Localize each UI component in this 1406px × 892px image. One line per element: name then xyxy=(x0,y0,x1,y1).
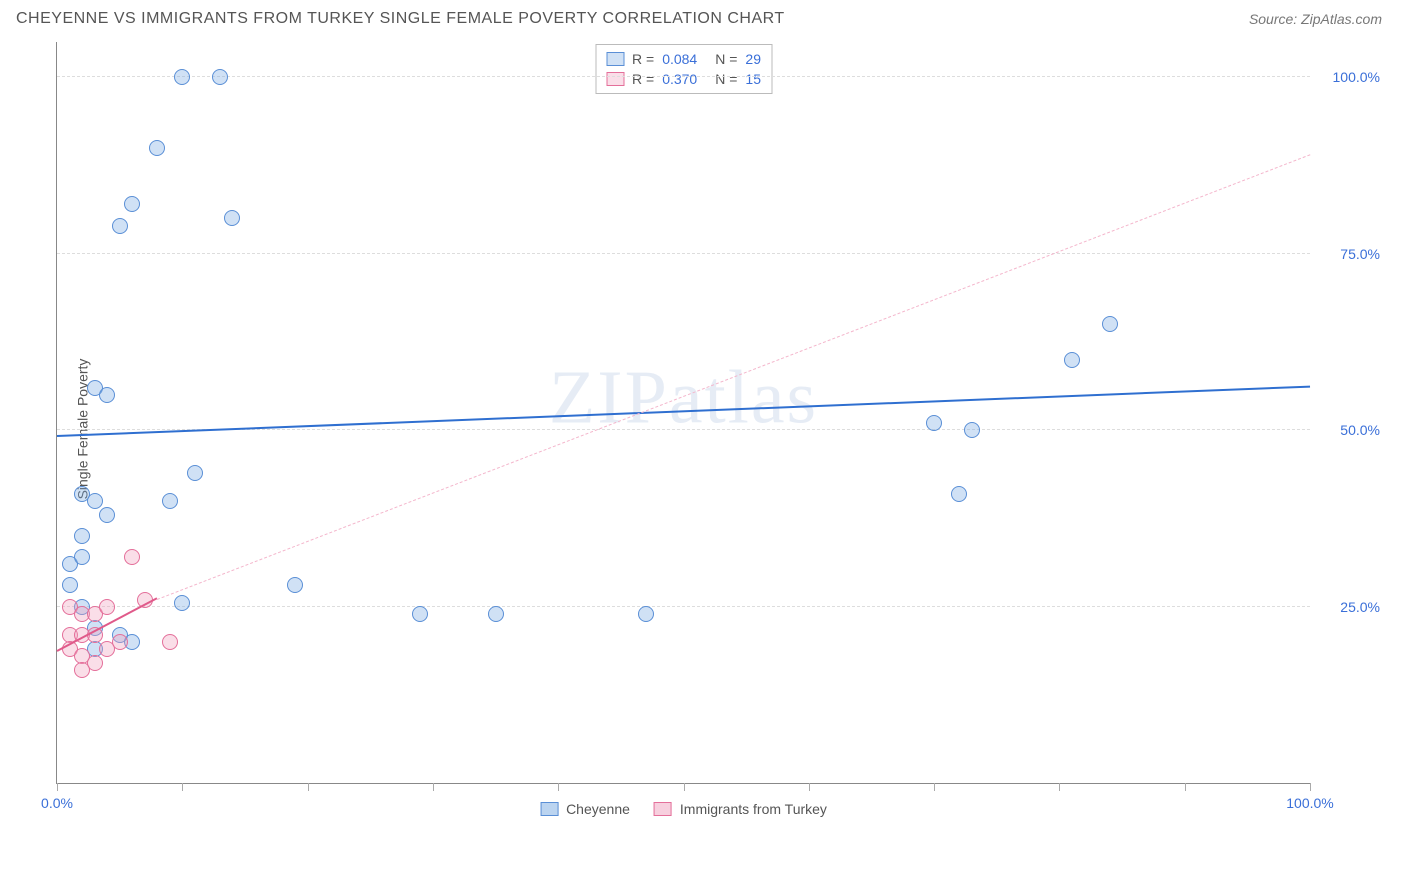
legend-swatch xyxy=(606,72,624,86)
x-tick xyxy=(1185,783,1186,791)
data-point xyxy=(162,493,178,509)
legend-n-value: 15 xyxy=(745,71,761,87)
gridline xyxy=(57,76,1310,77)
data-point xyxy=(1064,352,1080,368)
data-point xyxy=(174,595,190,611)
data-point xyxy=(87,493,103,509)
y-tick-label: 25.0% xyxy=(1340,599,1380,615)
x-tick xyxy=(308,783,309,791)
legend-r-label: R = xyxy=(632,51,654,67)
x-tick xyxy=(57,783,58,791)
legend-label: Immigrants from Turkey xyxy=(680,801,827,817)
data-point xyxy=(1102,316,1118,332)
data-point xyxy=(74,549,90,565)
legend-item: Immigrants from Turkey xyxy=(654,801,827,817)
data-point xyxy=(187,465,203,481)
legend-r-value: 0.370 xyxy=(662,71,697,87)
x-tick xyxy=(558,783,559,791)
x-tick xyxy=(182,783,183,791)
x-tick-label: 100.0% xyxy=(1286,795,1333,811)
legend-r-label: R = xyxy=(632,71,654,87)
data-point xyxy=(62,577,78,593)
trend-line xyxy=(157,154,1310,600)
x-tick xyxy=(1059,783,1060,791)
data-point xyxy=(124,196,140,212)
data-point xyxy=(99,599,115,615)
data-point xyxy=(212,69,228,85)
gridline xyxy=(57,606,1310,607)
data-point xyxy=(638,606,654,622)
legend-series: Cheyenne Immigrants from Turkey xyxy=(540,801,827,817)
data-point xyxy=(951,486,967,502)
data-point xyxy=(224,210,240,226)
x-tick xyxy=(934,783,935,791)
legend-n-value: 29 xyxy=(745,51,761,67)
legend-item: Cheyenne xyxy=(540,801,630,817)
chart-area: Single Female Poverty ZIPatlas R = 0.084… xyxy=(48,34,1390,824)
data-point xyxy=(112,634,128,650)
legend-swatch xyxy=(606,52,624,66)
legend-n-label: N = xyxy=(715,71,737,87)
data-point xyxy=(99,507,115,523)
source-label: Source: ZipAtlas.com xyxy=(1249,11,1382,27)
data-point xyxy=(174,69,190,85)
chart-title: CHEYENNE VS IMMIGRANTS FROM TURKEY SINGL… xyxy=(16,10,785,28)
data-point xyxy=(112,218,128,234)
legend-stats: R = 0.084 N = 29 R = 0.370 N = 15 xyxy=(595,44,772,94)
legend-n-label: N = xyxy=(715,51,737,67)
x-tick xyxy=(1310,783,1311,791)
data-point xyxy=(412,606,428,622)
data-point xyxy=(964,422,980,438)
x-tick xyxy=(809,783,810,791)
legend-stat-row: R = 0.084 N = 29 xyxy=(604,49,763,69)
data-point xyxy=(74,528,90,544)
data-point xyxy=(926,415,942,431)
data-point xyxy=(74,662,90,678)
y-tick-label: 75.0% xyxy=(1340,246,1380,262)
x-tick-label: 0.0% xyxy=(41,795,73,811)
y-tick-label: 100.0% xyxy=(1333,69,1380,85)
data-point xyxy=(149,140,165,156)
header: CHEYENNE VS IMMIGRANTS FROM TURKEY SINGL… xyxy=(0,0,1406,34)
data-point xyxy=(124,549,140,565)
watermark: ZIPatlas xyxy=(549,354,818,441)
data-point xyxy=(488,606,504,622)
y-tick-label: 50.0% xyxy=(1340,422,1380,438)
plot-region: ZIPatlas R = 0.084N = 29R = 0.370N = 15 … xyxy=(56,42,1310,784)
x-tick xyxy=(684,783,685,791)
data-point xyxy=(287,577,303,593)
legend-r-value: 0.084 xyxy=(662,51,697,67)
legend-swatch xyxy=(654,802,672,816)
x-tick xyxy=(433,783,434,791)
legend-stat-row: R = 0.370 N = 15 xyxy=(604,69,763,89)
legend-swatch xyxy=(540,802,558,816)
legend-label: Cheyenne xyxy=(566,801,630,817)
data-point xyxy=(99,387,115,403)
gridline xyxy=(57,253,1310,254)
data-point xyxy=(162,634,178,650)
